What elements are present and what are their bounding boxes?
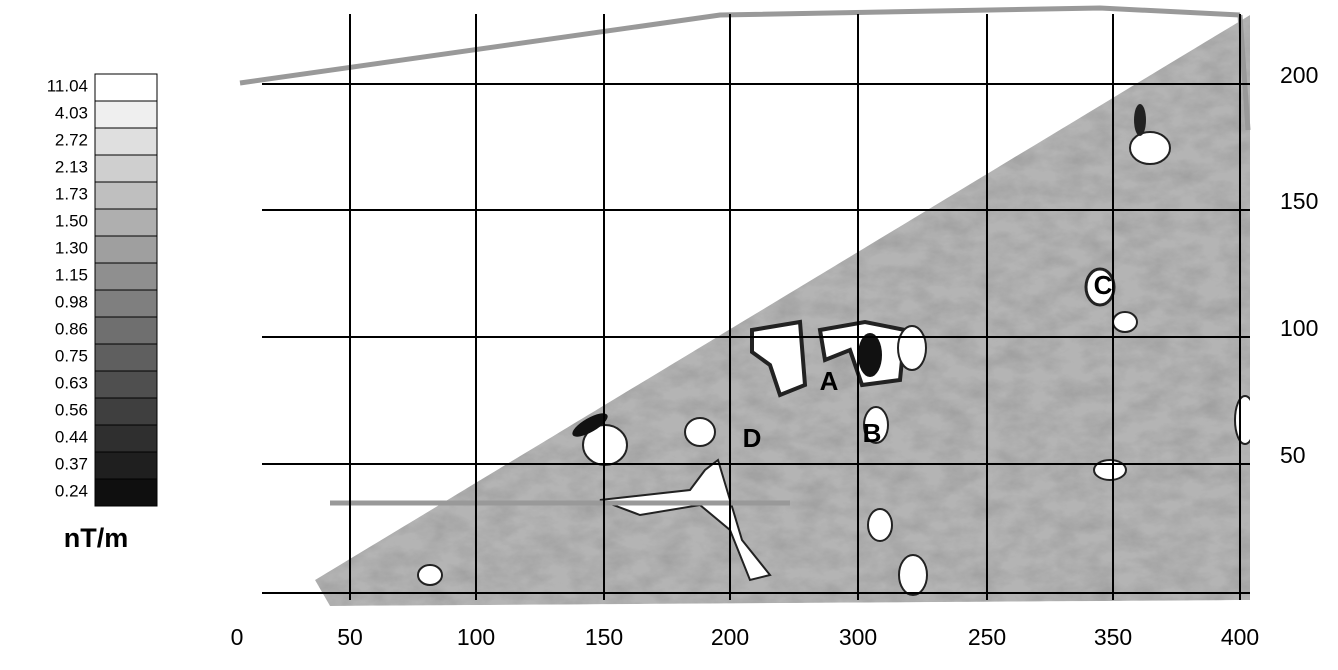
legend-swatch — [95, 236, 157, 263]
legend-swatch — [95, 479, 157, 506]
legend-swatch — [95, 128, 157, 155]
legend-label: 4.03 — [55, 103, 88, 122]
legend: 11.04 4.03 2.72 2.13 1.73 1.50 1.30 1.15 0.98 0.8… — [47, 74, 157, 553]
legend-swatch — [95, 371, 157, 398]
legend-swatch — [95, 344, 157, 371]
anomaly-label: D — [743, 423, 762, 453]
legend-label: 0.24 — [55, 481, 88, 500]
legend-label: 0.75 — [55, 346, 88, 365]
y-axis-label: 150 — [1280, 188, 1318, 214]
legend-label: 0.37 — [55, 454, 88, 473]
legend-label: 11.04 — [47, 76, 88, 95]
legend-swatch — [95, 209, 157, 236]
x-axis-label: 400 — [1221, 624, 1259, 650]
y-axis-label: 50 — [1280, 442, 1306, 468]
anomaly-label: C — [1094, 270, 1113, 300]
legend-label: 1.50 — [55, 211, 88, 230]
legend-swatch — [95, 263, 157, 290]
x-axis-label: 100 — [457, 624, 495, 650]
x-axis-label: 150 — [585, 624, 623, 650]
legend-swatch — [95, 74, 157, 101]
x-axis-label: 0 — [231, 624, 244, 650]
legend-swatch — [95, 425, 157, 452]
survey-raster — [300, 10, 1260, 610]
x-axis-label: 200 — [711, 624, 749, 650]
legend-label: 1.15 — [55, 265, 88, 284]
legend-swatch — [95, 452, 157, 479]
legend-label: 2.13 — [55, 157, 88, 176]
legend-label: 2.72 — [55, 130, 88, 149]
legend-swatch — [95, 398, 157, 425]
legend-swatch — [95, 155, 157, 182]
legend-label: 1.73 — [55, 184, 88, 203]
legend-label: 0.63 — [55, 373, 88, 392]
legend-label: 0.56 — [55, 400, 88, 419]
legend-label: 1.30 — [55, 238, 88, 257]
legend-label: 0.86 — [55, 319, 88, 338]
page: {"legend": {"labels": ["11.04", "4.03", … — [0, 0, 1338, 665]
y-axis-label: 200 — [1280, 62, 1318, 88]
anomaly-label: B — [863, 418, 882, 448]
legend-swatch — [95, 317, 157, 344]
x-axis-label: 350 — [1094, 624, 1132, 650]
survey-boundary — [240, 8, 1240, 83]
x-axis-label: 50 — [337, 624, 363, 650]
survey-map: 11.04 4.03 2.72 2.13 1.73 1.50 1.30 1.15 0.98 0.8… — [0, 0, 1338, 665]
x-axis-label: 250 — [968, 624, 1006, 650]
legend-swatch — [95, 101, 157, 128]
legend-swatch — [95, 182, 157, 209]
legend-units: nT/m — [64, 523, 129, 553]
legend-swatch — [95, 290, 157, 317]
anomaly-label: A — [820, 366, 839, 396]
y-axis-label: 100 — [1280, 315, 1318, 341]
legend-label: 0.44 — [55, 427, 88, 446]
legend-label: 0.98 — [55, 292, 88, 311]
x-axis-label: 300 — [839, 624, 877, 650]
